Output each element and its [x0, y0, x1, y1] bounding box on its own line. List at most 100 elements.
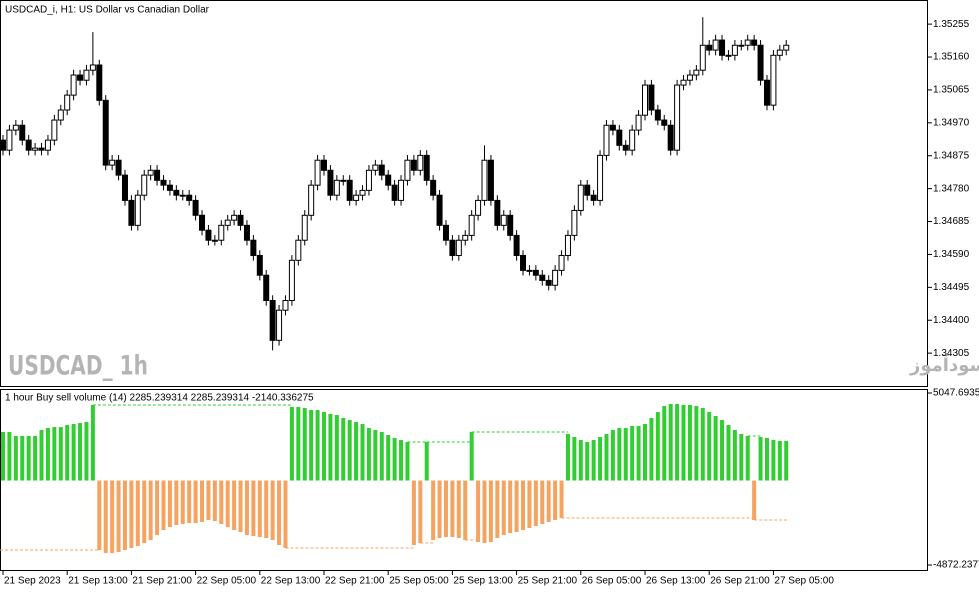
- histogram-bar: [20, 436, 25, 481]
- histogram-bar: [585, 442, 590, 481]
- candle-body: [699, 44, 706, 71]
- candle-body: [712, 39, 719, 51]
- candle-body: [282, 299, 289, 311]
- candle-body: [783, 44, 790, 51]
- histogram-bar: [13, 436, 18, 481]
- x-tick-label: 21 Sep 13:00: [68, 576, 128, 587]
- histogram-bar: [739, 434, 744, 481]
- candle-body: [642, 84, 648, 116]
- histogram-bar: [97, 480, 102, 551]
- histogram-bar: [219, 480, 224, 525]
- histogram-bar: [649, 418, 654, 481]
- main-panel: [0, 0, 928, 387]
- candle-body: [455, 239, 462, 256]
- candle-body: [102, 99, 109, 166]
- indicator-title: 1 hour Buy sell volume (14) 2285.239314 …: [5, 393, 314, 404]
- histogram-bar: [764, 438, 769, 481]
- candle-body: [462, 234, 469, 241]
- histogram-bar: [322, 412, 326, 481]
- candle-body: [398, 179, 405, 201]
- candle-body: [263, 274, 270, 301]
- histogram-bar: [174, 480, 179, 526]
- histogram-bar: [469, 432, 474, 481]
- candle-body: [89, 64, 96, 71]
- histogram-bar: [110, 480, 115, 554]
- candle-body: [609, 124, 616, 131]
- candle-body: [603, 124, 610, 156]
- candle-body: [192, 199, 199, 216]
- candle-body: [423, 154, 430, 181]
- candle-body: [487, 159, 494, 201]
- candle-body: [243, 224, 250, 241]
- y-tick-label: 1.34685: [933, 216, 970, 227]
- candle-body: [410, 159, 417, 171]
- candle-body: [321, 159, 327, 171]
- histogram-bar: [720, 420, 725, 481]
- candle-body: [70, 74, 77, 96]
- histogram-bar: [103, 480, 108, 554]
- candle-body: [481, 159, 488, 201]
- histogram-bar: [193, 480, 198, 524]
- x-tick-label: 22 Sep 21:00: [325, 576, 385, 587]
- candle-body: [211, 239, 218, 242]
- histogram-bar: [784, 440, 789, 481]
- candle-body: [731, 44, 738, 56]
- y-tick-label: 1.34970: [933, 117, 970, 128]
- candle-body: [301, 214, 308, 241]
- histogram-bar: [411, 480, 416, 546]
- histogram-bar: [482, 480, 487, 544]
- histogram-bar: [508, 480, 513, 534]
- histogram-bar: [540, 480, 545, 525]
- histogram-bar: [752, 480, 757, 521]
- histogram-bar: [122, 480, 127, 551]
- candle-body: [385, 174, 392, 186]
- candle-body: [500, 214, 507, 226]
- x-tick-label: 25 Sep 21:00: [518, 576, 578, 587]
- candle-body: [372, 164, 379, 171]
- histogram-bar: [700, 408, 705, 481]
- candle-body: [314, 159, 321, 186]
- y-tick-label: 1.35065: [933, 85, 970, 96]
- y-tick-label: -4872.23772: [933, 560, 979, 571]
- histogram-bar: [309, 410, 314, 481]
- candle-body: [622, 144, 629, 151]
- histogram-bar: [78, 423, 83, 481]
- candle-body: [577, 184, 584, 211]
- candle-body: [378, 164, 385, 176]
- y-tick-label: 1.34590: [933, 249, 970, 260]
- x-tick-label: 25 Sep 13:00: [453, 576, 513, 587]
- histogram-bar: [501, 480, 506, 536]
- histogram-bar: [643, 424, 647, 481]
- candle-body: [757, 44, 764, 81]
- histogram-bar: [399, 440, 404, 481]
- candle-body: [173, 189, 180, 196]
- candle-body: [0, 139, 6, 151]
- histogram-bar: [675, 404, 680, 481]
- candle-body: [635, 114, 642, 131]
- candle-body: [417, 154, 424, 171]
- candle-body: [391, 184, 398, 201]
- histogram-bar: [302, 408, 307, 481]
- candle-body: [564, 234, 571, 256]
- candle-body: [333, 179, 340, 196]
- histogram-bar: [232, 480, 237, 531]
- histogram-bar: [546, 480, 551, 523]
- candle-body: [340, 179, 347, 182]
- histogram-bar: [431, 480, 436, 541]
- histogram-bar: [495, 480, 500, 539]
- histogram-bar: [405, 442, 410, 481]
- histogram-bar: [732, 430, 737, 481]
- histogram-bar: [694, 406, 699, 481]
- histogram-bar: [553, 480, 558, 521]
- histogram-bar: [424, 442, 429, 481]
- candle-body: [686, 74, 693, 81]
- candle-body: [552, 269, 559, 286]
- candle-body: [706, 44, 713, 51]
- histogram-bar: [244, 480, 249, 536]
- histogram-bar: [283, 480, 288, 549]
- candle-body: [520, 254, 527, 271]
- histogram-bar: [238, 480, 243, 533]
- histogram-bar: [591, 440, 596, 481]
- candle-body: [51, 119, 58, 141]
- candle-body: [616, 129, 623, 146]
